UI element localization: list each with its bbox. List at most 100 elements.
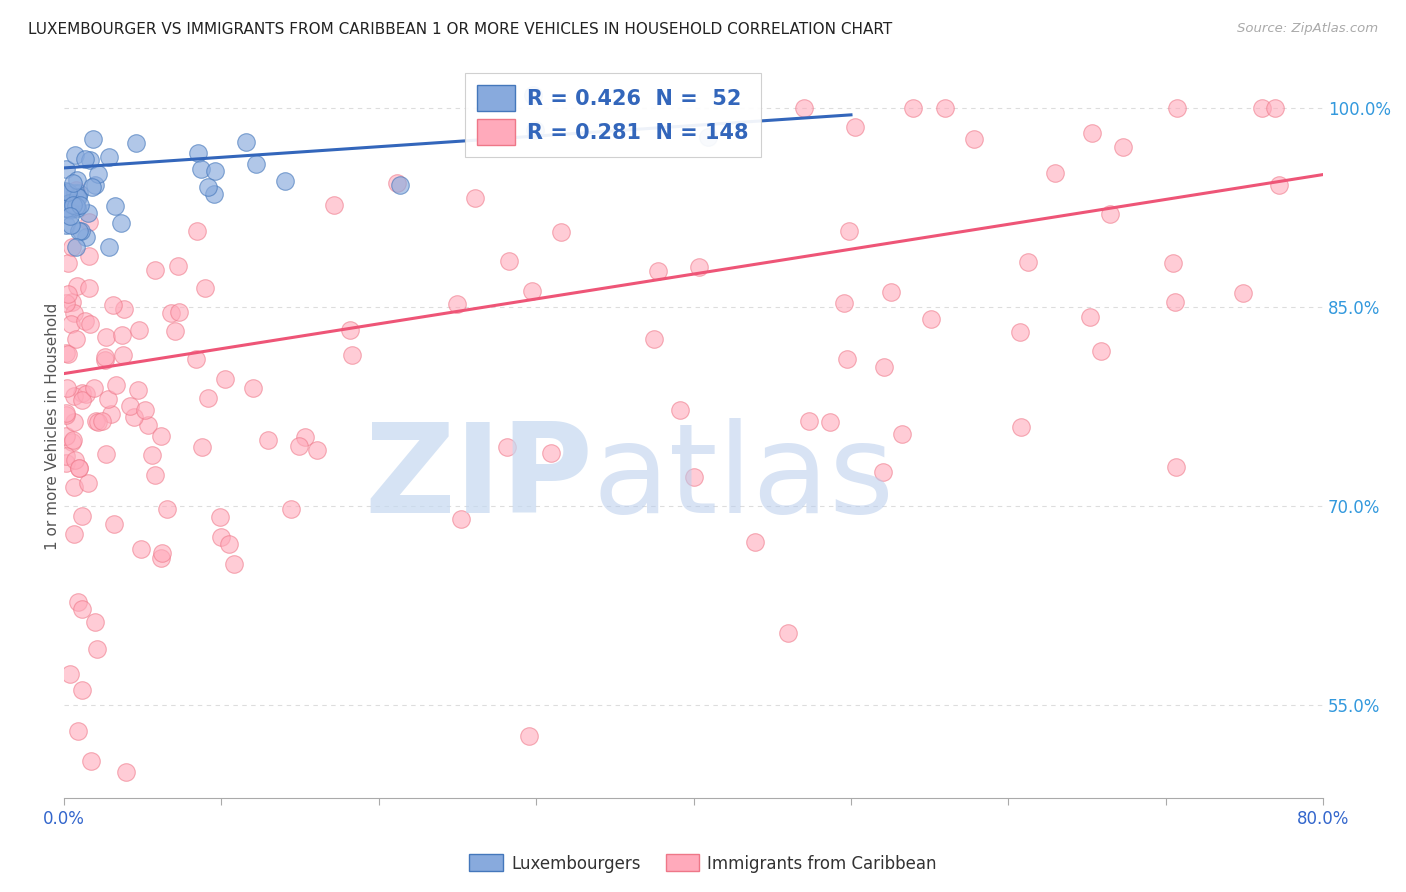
Point bbox=[150, 546, 173, 560]
Point bbox=[1264, 101, 1286, 115]
Point bbox=[1268, 178, 1291, 192]
Point bbox=[83, 178, 105, 192]
Point bbox=[1010, 419, 1032, 434]
Point bbox=[67, 461, 90, 475]
Point bbox=[890, 427, 912, 442]
Point bbox=[58, 196, 80, 211]
Point bbox=[744, 535, 766, 549]
Point bbox=[55, 218, 77, 232]
Text: LUXEMBOURGER VS IMMIGRANTS FROM CARIBBEAN 1 OR MORE VEHICLES IN HOUSEHOLD CORREL: LUXEMBOURGER VS IMMIGRANTS FROM CARIBBEA… bbox=[28, 22, 893, 37]
Point bbox=[524, 123, 547, 137]
Point bbox=[55, 408, 77, 422]
Point bbox=[280, 501, 302, 516]
Y-axis label: 1 or more Vehicles in Household: 1 or more Vehicles in Household bbox=[45, 303, 60, 550]
Point bbox=[73, 152, 96, 166]
Point bbox=[66, 201, 89, 215]
Point bbox=[59, 203, 82, 218]
Point bbox=[112, 302, 135, 317]
Point bbox=[388, 178, 411, 192]
Point bbox=[1099, 207, 1122, 221]
Point bbox=[134, 403, 156, 417]
Point bbox=[66, 173, 89, 187]
Point bbox=[150, 429, 173, 443]
Point bbox=[1164, 294, 1187, 309]
Point bbox=[187, 146, 209, 161]
Point bbox=[86, 641, 108, 656]
Point bbox=[122, 409, 145, 424]
Point bbox=[79, 153, 101, 168]
Point bbox=[256, 433, 278, 447]
Point bbox=[79, 754, 101, 768]
Point bbox=[697, 130, 720, 145]
Text: atlas: atlas bbox=[593, 418, 896, 539]
Point bbox=[669, 402, 692, 417]
Point bbox=[56, 347, 79, 361]
Point bbox=[1090, 344, 1112, 359]
Point bbox=[498, 254, 520, 268]
Point bbox=[67, 461, 90, 475]
Point bbox=[79, 281, 101, 295]
Point bbox=[98, 240, 121, 254]
Point bbox=[82, 131, 104, 145]
Point bbox=[169, 305, 191, 319]
Point bbox=[70, 601, 93, 615]
Point bbox=[77, 215, 100, 229]
Point bbox=[94, 330, 117, 344]
Point bbox=[56, 286, 79, 301]
Point bbox=[522, 87, 544, 102]
Point bbox=[75, 230, 97, 244]
Point bbox=[1112, 140, 1135, 154]
Point bbox=[450, 511, 472, 525]
Point bbox=[70, 224, 93, 238]
Point bbox=[100, 407, 122, 421]
Point bbox=[446, 297, 468, 311]
Point bbox=[70, 392, 93, 407]
Point bbox=[793, 101, 815, 115]
Point bbox=[683, 469, 706, 483]
Point bbox=[65, 184, 87, 198]
Point bbox=[58, 185, 80, 199]
Point bbox=[385, 176, 408, 190]
Point bbox=[63, 306, 86, 320]
Point bbox=[62, 198, 84, 212]
Point bbox=[963, 132, 986, 146]
Point bbox=[73, 313, 96, 327]
Point bbox=[186, 351, 208, 366]
Point bbox=[1017, 255, 1039, 269]
Point bbox=[214, 372, 236, 386]
Point bbox=[75, 387, 97, 401]
Point bbox=[87, 416, 110, 430]
Point bbox=[204, 164, 226, 178]
Point bbox=[880, 285, 903, 300]
Point bbox=[218, 537, 240, 551]
Point bbox=[520, 284, 543, 298]
Point bbox=[66, 723, 89, 738]
Point bbox=[97, 392, 120, 407]
Point bbox=[110, 216, 132, 230]
Point bbox=[166, 260, 188, 274]
Point bbox=[339, 323, 361, 337]
Point bbox=[91, 414, 114, 428]
Point bbox=[63, 453, 86, 467]
Legend: R = 0.426  N =  52, R = 0.281  N = 148: R = 0.426 N = 52, R = 0.281 N = 148 bbox=[465, 73, 761, 157]
Point bbox=[1081, 126, 1104, 140]
Point bbox=[114, 764, 136, 779]
Point bbox=[55, 381, 77, 395]
Point bbox=[464, 191, 486, 205]
Point bbox=[55, 345, 77, 359]
Point bbox=[62, 195, 84, 210]
Point bbox=[156, 501, 179, 516]
Point bbox=[93, 350, 115, 364]
Point bbox=[65, 148, 87, 162]
Point bbox=[235, 135, 257, 149]
Point bbox=[872, 359, 894, 374]
Point bbox=[112, 348, 135, 362]
Point bbox=[118, 399, 141, 413]
Point bbox=[797, 414, 820, 428]
Point bbox=[1161, 256, 1184, 270]
Point bbox=[60, 218, 83, 232]
Point bbox=[72, 683, 94, 698]
Point bbox=[77, 205, 100, 219]
Point bbox=[55, 187, 77, 202]
Point bbox=[55, 202, 77, 216]
